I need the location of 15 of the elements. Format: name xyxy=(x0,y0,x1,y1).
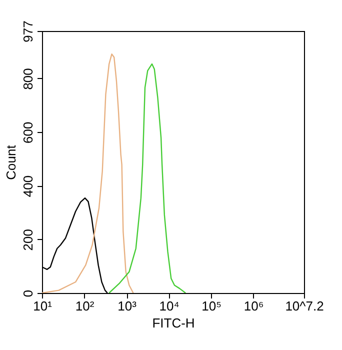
y-tick-label: 800 xyxy=(20,68,36,90)
x-tick-label: 10^7.2 xyxy=(285,298,324,314)
y-tick-label: 600 xyxy=(20,122,36,144)
x-tick-label: 10⁴ xyxy=(159,298,180,314)
y-tick-label: 400 xyxy=(20,175,36,198)
y-axis-title: Count xyxy=(4,144,18,180)
x-tick-label: 10⁵ xyxy=(202,298,222,314)
y-tick-label: 0 xyxy=(20,290,36,298)
y-tick-label: 977 xyxy=(20,20,36,42)
x-tick-label: 10² xyxy=(75,298,95,314)
x-tick-label: 10⁶ xyxy=(244,298,264,314)
y-tick-label: 200 xyxy=(20,229,36,251)
x-axis-title: FITC-H xyxy=(152,316,195,330)
x-tick-label: 10¹ xyxy=(33,298,53,314)
x-tick-label: 10³ xyxy=(118,298,138,314)
